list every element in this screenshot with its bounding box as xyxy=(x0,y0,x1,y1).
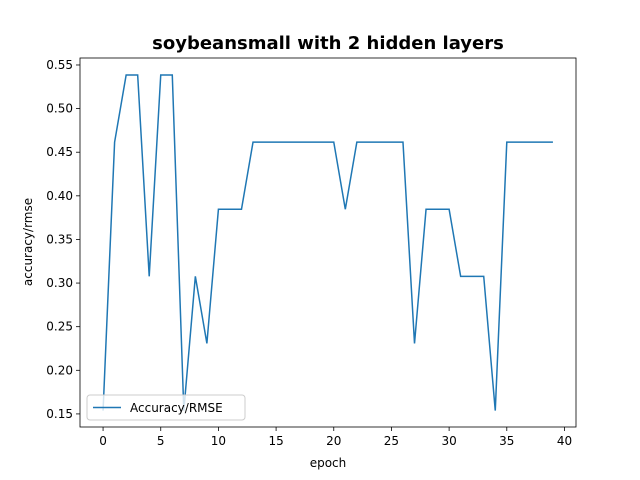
legend-label: Accuracy/RMSE xyxy=(130,401,223,415)
x-tick-label: 0 xyxy=(99,434,107,448)
x-tick-label: 40 xyxy=(557,434,572,448)
plot-frame xyxy=(79,57,577,428)
y-tick-label: 0.30 xyxy=(46,276,73,290)
y-tick-label: 0.50 xyxy=(46,102,73,116)
x-axis: 0 5 10 15 20 25 30 35 40 xyxy=(99,427,572,448)
legend-box xyxy=(86,394,246,421)
y-tick-label: 0.20 xyxy=(46,363,73,377)
chart-title: soybeansmall with 2 hidden layers xyxy=(152,33,504,54)
y-axis-label: accuracy/rmse xyxy=(21,198,35,286)
plot-area xyxy=(102,74,553,411)
x-tick-label: 5 xyxy=(157,434,165,448)
x-tick-label: 25 xyxy=(384,434,399,448)
x-tick-label: 20 xyxy=(326,434,341,448)
y-tick-label: 0.15 xyxy=(46,407,73,421)
legend: Accuracy/RMSE xyxy=(86,394,246,421)
x-tick-label: 30 xyxy=(441,434,456,448)
series-line-accuracy-rmse xyxy=(102,74,553,411)
y-tick-label: 0.55 xyxy=(46,58,73,72)
x-tick-label: 35 xyxy=(499,434,514,448)
y-tick-label: 0.25 xyxy=(46,320,73,334)
y-tick-label: 0.45 xyxy=(46,145,73,159)
y-tick-label: 0.35 xyxy=(46,232,73,246)
x-axis-label: epoch xyxy=(310,456,347,470)
x-tick-label: 10 xyxy=(211,434,226,448)
y-axis: 0.15 0.20 0.25 0.30 0.35 0.40 0.45 0.50 0.55 xyxy=(46,58,80,421)
y-tick-label: 0.40 xyxy=(46,189,73,203)
x-tick-label: 15 xyxy=(268,434,283,448)
